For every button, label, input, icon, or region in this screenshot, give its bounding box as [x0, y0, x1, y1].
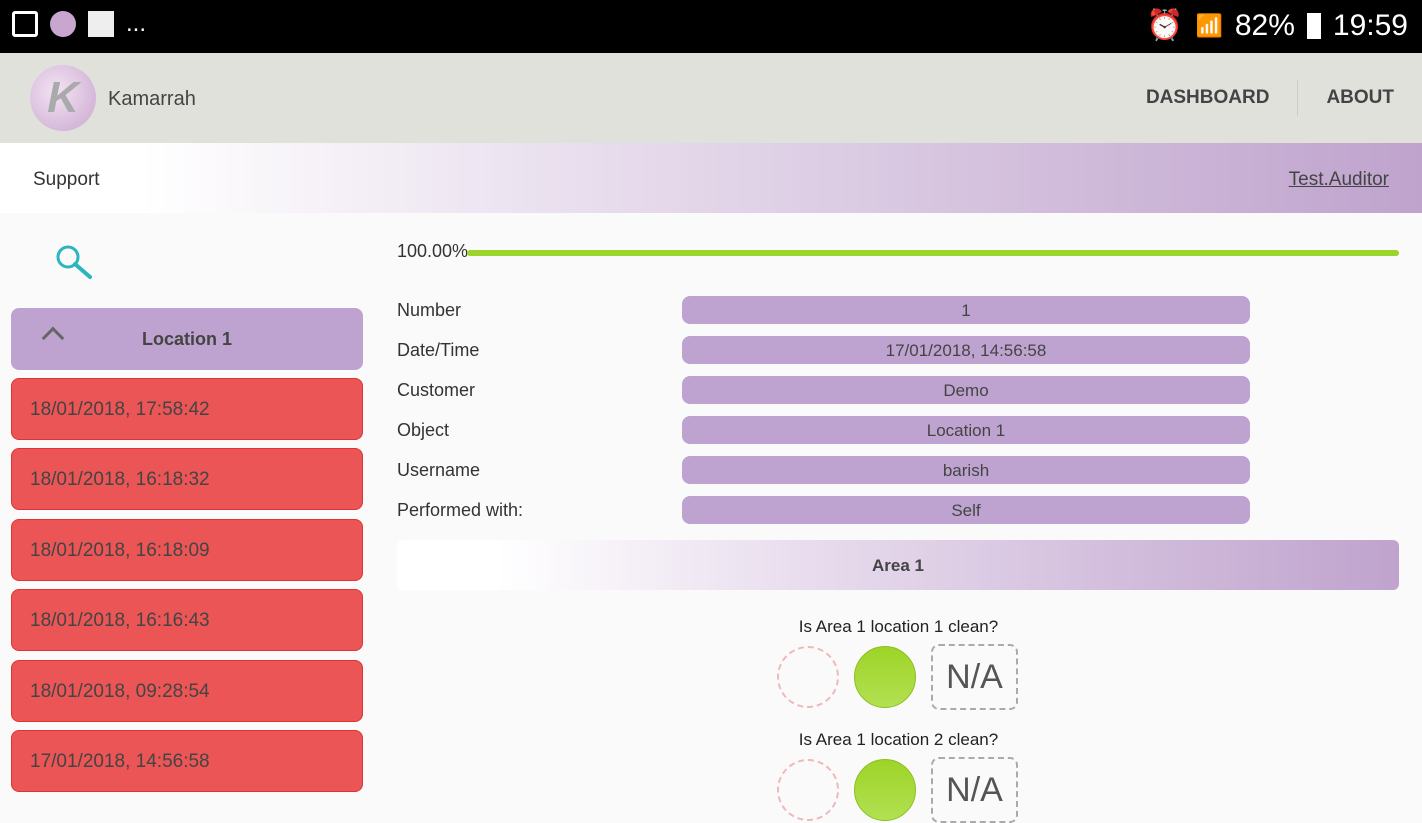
- user-link[interactable]: Test.Auditor: [1288, 169, 1389, 190]
- audit-list-item[interactable]: 18/01/2018, 16:18:09: [11, 519, 363, 581]
- audit-list-item[interactable]: 18/01/2018, 16:16:43: [11, 589, 363, 651]
- nav-divider: [1297, 80, 1299, 116]
- gallery-icon: [12, 11, 38, 37]
- audit-list-item[interactable]: 18/01/2018, 09:28:54: [11, 660, 363, 722]
- nav-about[interactable]: ABOUT: [1326, 87, 1394, 108]
- wifi-icon: 📶: [1195, 12, 1223, 38]
- audit-list-item[interactable]: 18/01/2018, 16:18:32: [11, 448, 363, 510]
- detail-number: Number 1: [397, 296, 1250, 324]
- answer-yes-button-selected[interactable]: [854, 759, 916, 821]
- status-bar: ... ⏰ 📶 82% 19:59: [0, 0, 1422, 53]
- battery-icon: [1306, 12, 1321, 39]
- progress-label: 100.00%: [397, 241, 469, 261]
- chevron-up-icon: [41, 326, 65, 350]
- answer-no-button[interactable]: [777, 646, 839, 708]
- clock: 19:59: [1332, 8, 1408, 42]
- progress-fill: [467, 250, 1399, 256]
- app-logo[interactable]: K: [30, 65, 96, 131]
- battery-percent: 82%: [1234, 8, 1295, 42]
- alarm-icon: ⏰: [1146, 9, 1184, 42]
- section-title: Support: [33, 169, 100, 190]
- more-notifications: ...: [126, 10, 147, 37]
- search-icon[interactable]: [54, 243, 94, 283]
- app-bar: K Kamarrah DASHBOARD ABOUT: [0, 53, 1422, 143]
- detail-customer: Customer Demo: [397, 376, 1250, 404]
- answer-na-button[interactable]: N/A: [931, 644, 1018, 710]
- answer-yes-button-selected[interactable]: [854, 646, 916, 708]
- area-header[interactable]: Area 1: [397, 540, 1399, 590]
- audit-list-item[interactable]: 17/01/2018, 14:56:58: [11, 730, 363, 792]
- app-name: Kamarrah: [108, 88, 196, 110]
- detail-datetime: Date/Time 17/01/2018, 14:56:58: [397, 336, 1250, 364]
- flipboard-icon: [88, 11, 114, 37]
- detail-username: Username barish: [397, 456, 1250, 484]
- location-group-header[interactable]: Location 1: [11, 308, 363, 370]
- progress-bar: [467, 250, 1399, 256]
- answer-no-button[interactable]: [777, 759, 839, 821]
- answer-na-button[interactable]: N/A: [931, 757, 1018, 823]
- question-text: Is Area 1 location 2 clean?: [798, 730, 999, 749]
- kamarrah-notification-icon: [50, 11, 76, 37]
- question-text: Is Area 1 location 1 clean?: [798, 617, 999, 636]
- audit-list-item[interactable]: 18/01/2018, 17:58:42: [11, 378, 363, 440]
- detail-performed-with: Performed with: Self: [397, 496, 1250, 524]
- nav-dashboard[interactable]: DASHBOARD: [1145, 87, 1270, 108]
- subheader: Support Test.Auditor: [0, 143, 1422, 213]
- detail-object: Object Location 1: [397, 416, 1250, 444]
